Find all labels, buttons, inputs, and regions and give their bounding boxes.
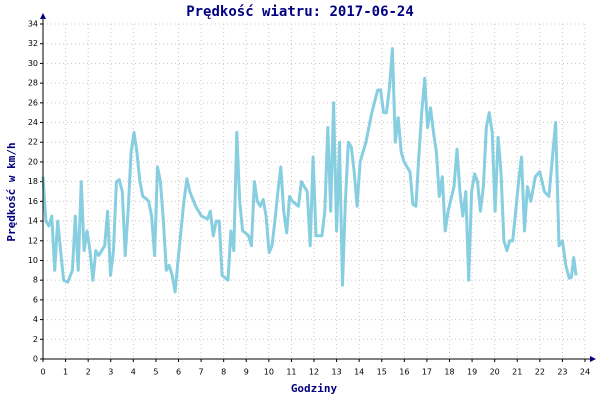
y-tick-label: 22 [28,138,38,147]
y-tick-label: 12 [28,236,38,245]
y-tick-label: 14 [28,217,38,226]
x-tick-label: 11 [286,368,296,377]
plot [41,47,578,294]
x-tick-label: 21 [512,368,522,377]
y-arrow [40,13,46,19]
x-tick-label: 3 [108,368,113,377]
x-tick-label: 4 [131,368,136,377]
y-tick-label: 26 [28,98,38,107]
x-arrow [590,356,596,362]
x-tick-label: 12 [309,368,319,377]
x-tick-label: 0 [40,368,45,377]
x-tick-label: 8 [221,368,226,377]
y-tick-label: 8 [33,276,38,285]
x-tick-label: 19 [467,368,477,377]
y-tick-label: 34 [28,20,38,29]
x-tick-label: 16 [399,368,409,377]
y-tick-label: 32 [28,39,38,48]
y-tick-label: 10 [28,256,38,265]
x-tick-label: 24 [580,368,590,377]
x-tick-label: 1 [63,368,68,377]
y-tick-label: 16 [28,197,38,206]
x-tick-label: 14 [354,368,364,377]
y-tick-label: 24 [28,118,38,127]
x-tick-label: 18 [444,368,454,377]
x-tick-label: 5 [153,368,158,377]
x-tick-label: 15 [377,368,387,377]
x-tick-label: 7 [199,368,204,377]
x-tick-label: 17 [422,368,432,377]
y-tick-label: 6 [33,295,38,304]
x-tick-label: 20 [490,368,500,377]
x-tick-label: 9 [244,368,249,377]
x-tick-label: 6 [176,368,181,377]
y-tick-label: 2 [33,335,38,344]
x-axis-label: Godziny [291,382,338,395]
y-tick-label: 4 [33,315,38,324]
x-tick-label: 13 [331,368,341,377]
x-tick-label: 22 [535,368,545,377]
chart-title: Prędkość wiatru: 2017-06-24 [186,4,414,20]
x-tick-label: 10 [264,368,274,377]
x-tick-label: 23 [557,368,567,377]
y-tick-label: 28 [28,79,38,88]
y-tick-label: 18 [28,177,38,186]
y-tick-label: 20 [28,157,38,166]
y-tick-label: 30 [28,59,38,68]
y-axis-label: Prędkość w km/h [5,142,18,241]
y-tick-label: 0 [33,355,38,364]
x-tick-label: 2 [86,368,91,377]
wind-line [41,47,578,294]
